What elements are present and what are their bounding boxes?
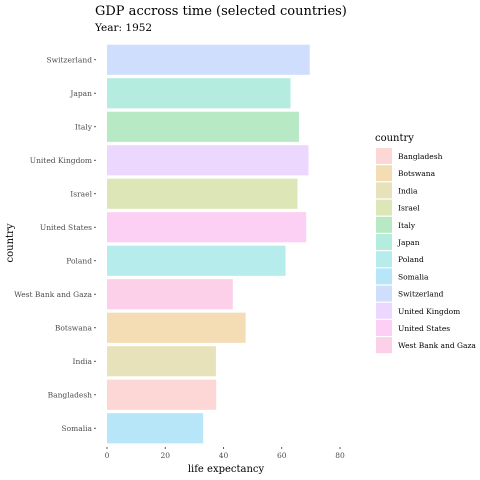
y-tick-label: United Kingdom <box>30 156 92 165</box>
y-tick-label: India <box>73 357 93 366</box>
legend-title: country <box>375 133 414 144</box>
bar-west-bank-and-gaza <box>107 279 233 310</box>
legend-label: Poland <box>398 255 424 264</box>
y-tick-label: West Bank and Gaza <box>14 290 92 299</box>
x-tick-label: 40 <box>219 451 229 460</box>
legend-label: Somalia <box>398 272 429 281</box>
legend-label: Italy <box>398 221 416 230</box>
y-tick-label: Somalia <box>61 424 92 433</box>
bar-italy <box>107 111 299 142</box>
legend-swatch <box>376 148 392 164</box>
bar-botswana <box>107 312 246 343</box>
legend-swatch <box>376 234 392 250</box>
legend-label: Bangladesh <box>398 152 443 161</box>
legend-label: India <box>398 186 418 195</box>
bar-bangladesh <box>107 379 217 410</box>
y-tick-label: Japan <box>69 89 92 98</box>
bar-somalia <box>107 413 204 444</box>
legend-label: Japan <box>397 238 420 247</box>
x-axis-title: life expectancy <box>188 464 265 475</box>
bar-israel <box>107 178 298 209</box>
x-tick-label: 0 <box>105 451 110 460</box>
legend-swatch <box>376 199 392 216</box>
bar-united-states <box>107 212 307 243</box>
chart-title: GDP accross time (selected countries) <box>95 4 347 19</box>
legend: country Bangladesh Botswana India Israel Ita… <box>375 133 476 354</box>
y-axis: Switzerland Japan Italy United Kingdom Israe… <box>14 55 96 433</box>
legend-swatch <box>376 320 392 336</box>
y-tick-label: Botswana <box>55 323 93 332</box>
x-tick-label: 80 <box>335 451 345 460</box>
legend-swatch <box>376 285 392 302</box>
y-tick-label: Poland <box>66 256 92 265</box>
legend-label: Switzerland <box>398 290 444 299</box>
legend-swatch <box>376 216 392 233</box>
bar-poland <box>107 245 286 276</box>
legend-label: United Kingdom <box>398 307 460 316</box>
bars-group <box>107 44 310 444</box>
y-axis-title: country <box>5 223 16 262</box>
y-tick-label: Switzerland <box>47 55 93 64</box>
legend-swatch <box>376 165 392 182</box>
x-tick-label: 60 <box>277 451 287 460</box>
legend-swatch <box>376 302 392 319</box>
y-tick-label: Israel <box>70 189 92 198</box>
y-tick-label: Italy <box>75 122 93 131</box>
y-tick-label: Bangladesh <box>48 390 93 399</box>
bar-united-kingdom <box>107 145 309 176</box>
legend-swatch <box>376 251 392 268</box>
y-tick-label: United States <box>40 223 92 232</box>
legend-swatch <box>376 268 392 285</box>
legend-swatch <box>376 337 392 354</box>
bar-japan <box>107 78 291 109</box>
legend-label: Botswana <box>398 169 436 178</box>
legend-swatch <box>376 182 392 199</box>
legend-label: Israel <box>398 204 420 213</box>
bar-switzerland <box>107 44 310 75</box>
bar-india <box>107 346 216 377</box>
legend-label: West Bank and Gaza <box>398 341 476 350</box>
x-tick-label: 20 <box>160 451 170 460</box>
legend-label: United States <box>398 324 450 333</box>
x-axis: 0 20 40 60 80 <box>105 447 345 460</box>
chart-subtitle: Year: 1952 <box>94 22 152 34</box>
